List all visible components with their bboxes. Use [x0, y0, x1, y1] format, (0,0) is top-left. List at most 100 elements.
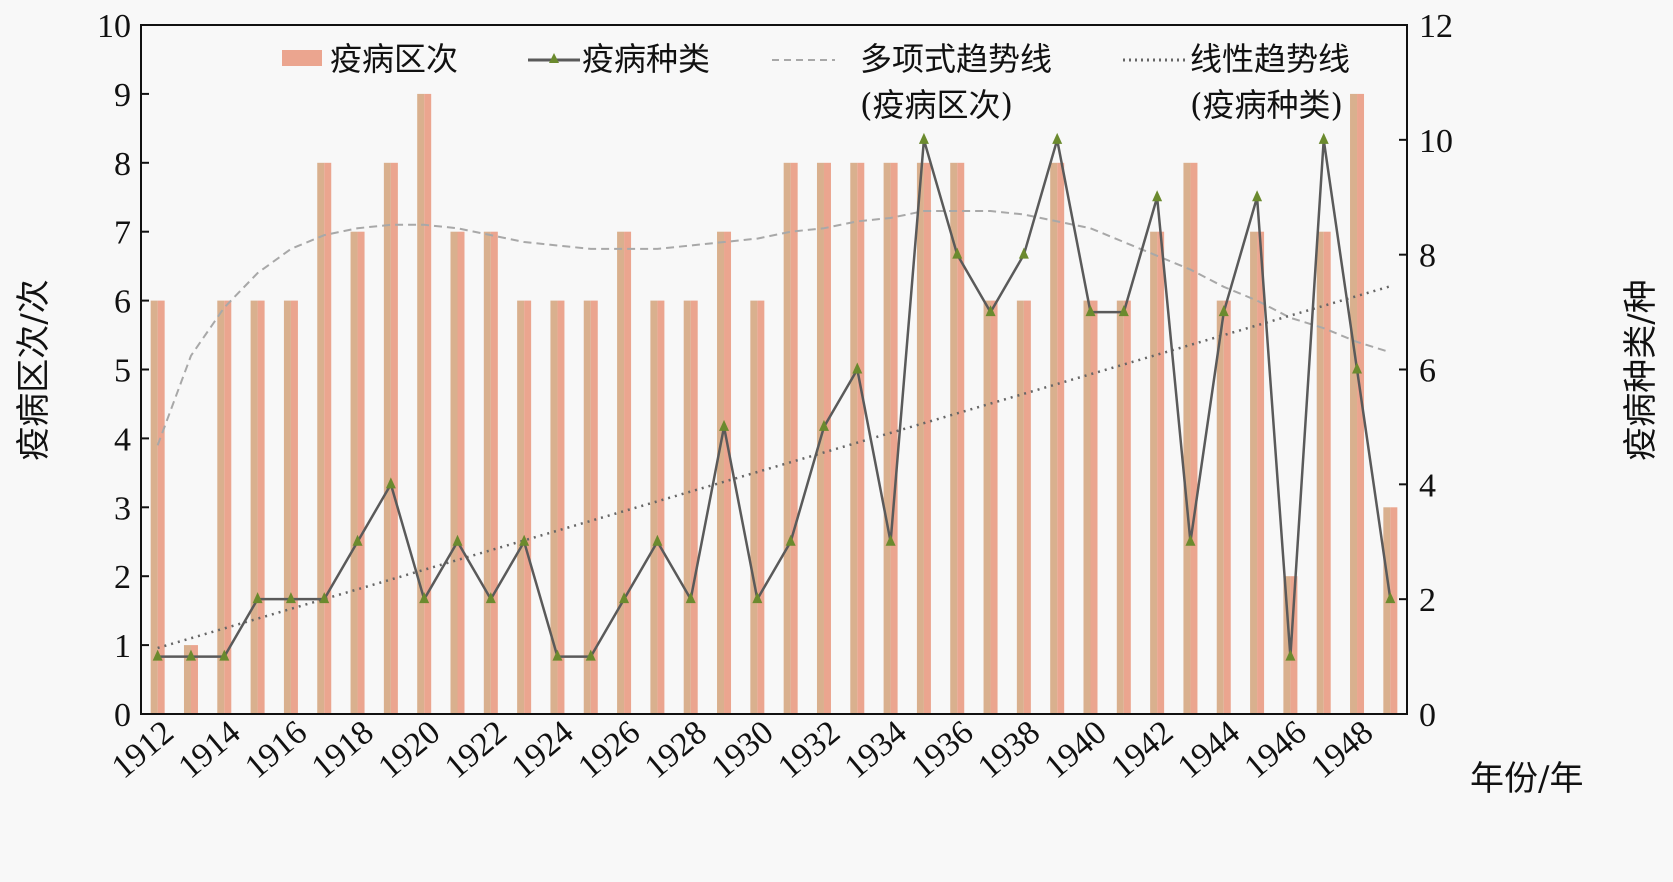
bar-1929: [717, 231, 725, 714]
y-tick-label: 5: [114, 353, 131, 390]
bar-1915: [250, 300, 258, 714]
point-1932: [818, 419, 829, 431]
point-1918: [352, 534, 363, 546]
bar-1941-right: [1123, 300, 1131, 714]
bar-1949-right: [1390, 507, 1398, 714]
bar-1944-right: [1223, 300, 1231, 714]
point-1914: [219, 649, 230, 661]
bar-1940: [1083, 300, 1091, 714]
point-1930: [752, 592, 763, 604]
point-1923: [519, 534, 530, 546]
bar-1939-right: [1057, 162, 1065, 715]
y2-tick-label: 8: [1419, 238, 1436, 275]
bar-1946-right: [1290, 576, 1298, 714]
y2-tick-label: 6: [1419, 353, 1436, 390]
x-tick-label: 1944: [1171, 714, 1247, 786]
bar-1943: [1183, 162, 1191, 715]
point-1938: [1018, 247, 1029, 259]
point-1943: [1185, 534, 1196, 546]
y-tick-label: 2: [114, 559, 131, 596]
x-tick-label: 1946: [1238, 714, 1314, 786]
bar-1941: [1116, 300, 1124, 714]
triangle-marker-icon: [549, 53, 559, 63]
bar-1918-right: [357, 231, 365, 714]
bar-1948-right: [1357, 93, 1365, 714]
bar-1912: [150, 300, 158, 714]
x-tick-label: 1936: [905, 714, 981, 786]
bar-1914-right: [224, 300, 232, 714]
y-tick-label: 3: [114, 490, 131, 527]
bar-1943-right: [1190, 162, 1198, 715]
point-1917: [319, 592, 330, 604]
bar-1926: [617, 231, 625, 714]
linear-trend-line: [157, 285, 1391, 650]
bar-1938: [1016, 300, 1024, 714]
x-tick-label: 1918: [305, 714, 381, 786]
bar-1939: [1050, 162, 1058, 715]
legend-line-label: 疫病种类: [582, 40, 710, 78]
bar-1947-right: [1323, 231, 1331, 714]
x-tick-label: 1940: [1038, 714, 1114, 786]
bar-1942: [1150, 231, 1158, 714]
y-tick-label: 6: [114, 284, 131, 321]
bar-1919-right: [390, 162, 398, 715]
y-tick-label: 8: [114, 146, 131, 183]
bar-1937-right: [990, 300, 998, 714]
y-tick-label: 0: [114, 697, 131, 734]
bar-1928: [683, 300, 691, 714]
bar-1925-right: [590, 300, 598, 714]
point-1942: [1152, 190, 1163, 202]
bar-1916: [283, 300, 291, 714]
y-axis-label: 疫病区次/次: [14, 279, 54, 460]
bar-1914: [217, 300, 225, 714]
y-tick-label: 4: [114, 421, 131, 458]
y2-tick-label: 4: [1419, 467, 1436, 504]
x-tick-label: 1926: [571, 714, 647, 786]
point-1949: [1385, 592, 1396, 604]
bar-1945-right: [1257, 231, 1265, 714]
point-1921: [452, 534, 463, 546]
point-1939: [1052, 132, 1063, 144]
bar-1919: [383, 162, 391, 715]
point-1927: [652, 534, 663, 546]
point-1946: [1285, 649, 1296, 661]
bar-1921: [450, 231, 458, 714]
x-tick-label: 1948: [1304, 714, 1380, 786]
y2-tick-label: 12: [1419, 8, 1453, 45]
x-tick-label: 1914: [172, 714, 248, 786]
x-tick-label: 1932: [771, 714, 847, 786]
point-1947: [1318, 132, 1329, 144]
y-tick-label: 7: [114, 215, 131, 252]
x-tick-label: 1942: [1104, 714, 1180, 786]
x-tick-label: 1938: [971, 714, 1047, 786]
polynomial-trend-line: [156, 210, 1391, 446]
bar-1922-right: [490, 231, 498, 714]
bar-1946: [1283, 576, 1291, 714]
point-1934: [885, 534, 896, 546]
bar-1948: [1350, 93, 1358, 714]
x-tick-label: 1934: [838, 714, 914, 786]
point-1944: [1218, 305, 1229, 317]
bar-1913-right: [190, 645, 198, 714]
x-tick-label: 1916: [238, 714, 314, 786]
legend: 疫病区次 疫病种类 多项式趋势线 (疫病区次) 线性趋势线 (疫病种类): [282, 40, 1350, 124]
point-1922: [485, 592, 496, 604]
x-axis-label: 年份/年: [1470, 759, 1583, 799]
bar-1949: [1383, 507, 1391, 714]
x-tick-label: 1922: [438, 714, 514, 786]
legend-bar-swatch: [282, 50, 322, 66]
bar-1934-right: [890, 162, 898, 715]
bar-1920-right: [424, 93, 432, 714]
point-1936: [952, 247, 963, 259]
bar-1917: [317, 162, 325, 715]
x-tick-label: 1930: [705, 714, 781, 786]
point-1916: [285, 592, 296, 604]
line-path: [157, 139, 1392, 658]
line-series: [152, 132, 1396, 661]
legend-poly-label-sub: (疫病区次): [860, 86, 1013, 124]
legend-bar-label: 疫病区次: [330, 40, 458, 78]
point-1912: [152, 649, 163, 661]
bar-1926-right: [624, 231, 632, 714]
bar-1927-right: [657, 300, 665, 714]
x-tick-label: 1920: [371, 714, 447, 786]
